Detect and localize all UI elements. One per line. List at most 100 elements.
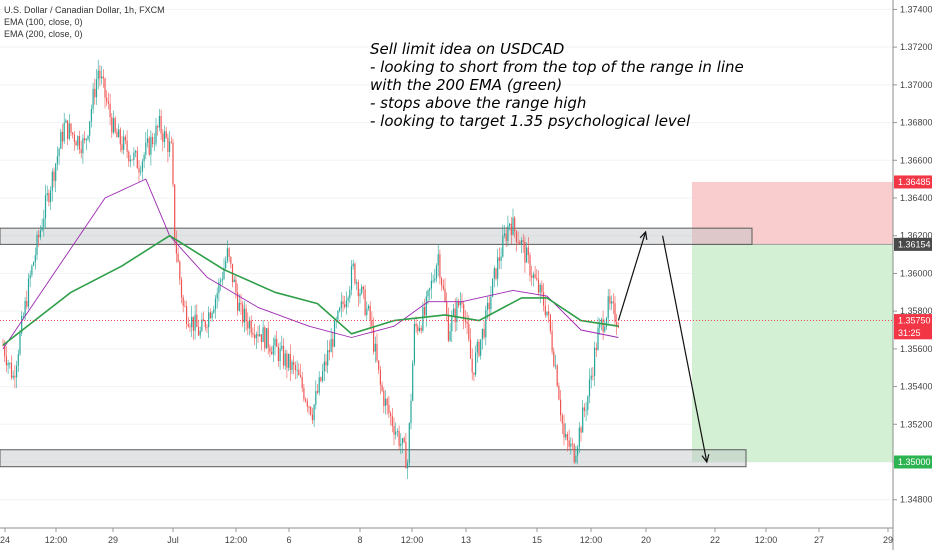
range-low-box[interactable] [0,449,747,468]
candle-body [344,304,346,308]
candle-body [537,279,540,293]
price-badge-label: 1.36485 [898,177,931,187]
candle-body [303,388,305,400]
legend-ema200[interactable]: EMA (200, close, 0) [4,29,83,39]
candle-body [12,375,14,378]
projection-arrows[interactable] [617,230,710,464]
candle-body [315,391,317,405]
candle-body [121,144,123,150]
candle-body [430,280,432,289]
candle-body [152,136,154,144]
candle-body [211,312,213,319]
candle-body [447,314,449,341]
candle-body [507,225,509,241]
candle-body [19,333,21,355]
candle-body [75,141,77,146]
candle-body [247,321,249,329]
candle-body [61,131,64,142]
candle-body [522,240,524,242]
candle-body [466,321,468,324]
candle-body [403,438,405,442]
candle-body [157,126,159,128]
x-tick-label: 12:00 [580,535,603,545]
candle-body [206,327,208,328]
y-tick-label: 1.37200 [900,42,932,52]
candle-body [155,126,157,144]
candle-body [366,308,368,316]
candle-body [590,375,592,380]
candle-body [237,292,239,311]
projection-arrow-down-head [701,454,710,464]
candle-body [551,331,553,352]
candle-body [94,88,96,98]
candle-body [359,293,361,297]
candle-body [512,217,514,235]
candle-body [502,235,504,257]
candle-body [87,135,89,139]
candle-body [291,361,293,371]
candle-body [7,363,9,366]
legend-symbol[interactable]: U.S. Dollar / Canadian Dollar, 1h, FXCM [4,5,165,15]
candle-body [459,301,461,306]
projection-arrow-up-head [639,230,648,240]
candle-body [532,274,534,278]
candle-body [378,360,380,370]
price-badge [894,237,932,251]
candle-body [284,353,286,366]
candle-body [582,407,584,433]
candle-body [497,257,499,279]
range-high-box[interactable] [0,227,753,245]
candle-body [449,331,451,341]
candle-body [362,286,364,290]
candle-body [434,278,436,281]
trade-note[interactable]: Sell limit idea on USDCAD - looking to s… [370,40,744,130]
candle-body [150,136,152,155]
candle-body [172,142,174,185]
x-tick-label: 29 [883,535,893,545]
candle-body [544,305,546,316]
x-tick-label: 12:00 [401,535,424,545]
candle-body [276,338,278,347]
legend-ema100[interactable]: EMA (100, close, 0) [4,17,83,27]
candle-body [162,133,164,142]
candle-body [209,312,211,319]
candle-body [600,319,602,323]
candle-body [429,288,431,291]
candle-body [189,326,191,328]
candle-body [213,309,215,313]
range-boxes[interactable] [0,227,753,468]
candle-body [2,345,4,346]
price-badges: 1.36485 1.36154 1.35750 31:25 1.35000 [894,175,932,469]
candle-body [354,263,356,284]
candle-body [316,391,319,393]
candle-body [322,371,324,381]
note-line: - stops above the range high [370,94,587,112]
candle-body [592,375,594,377]
candle-body [221,278,223,281]
candle-body [617,325,619,328]
candle-body [9,362,11,364]
candle-body [214,298,217,310]
candle-body [325,361,327,366]
candle-body [56,156,58,164]
candle-body [364,289,366,316]
price-badge [894,175,932,189]
candle-body [424,307,426,316]
candle-body [262,327,264,343]
candle-body [97,70,99,80]
candle-body [116,131,118,138]
note-line: with the 200 EMA (green) [370,76,563,94]
candle-body [126,140,128,152]
candle-body [14,375,16,378]
candle-body [194,314,196,331]
candle-body [456,301,458,323]
candle-body [53,171,55,181]
candle-body [281,345,283,349]
candle-body [174,184,176,242]
candle-body [26,301,28,307]
candle-body [243,308,245,323]
candle-body [128,151,130,162]
candle-body [444,288,446,302]
candle-body [599,322,601,328]
